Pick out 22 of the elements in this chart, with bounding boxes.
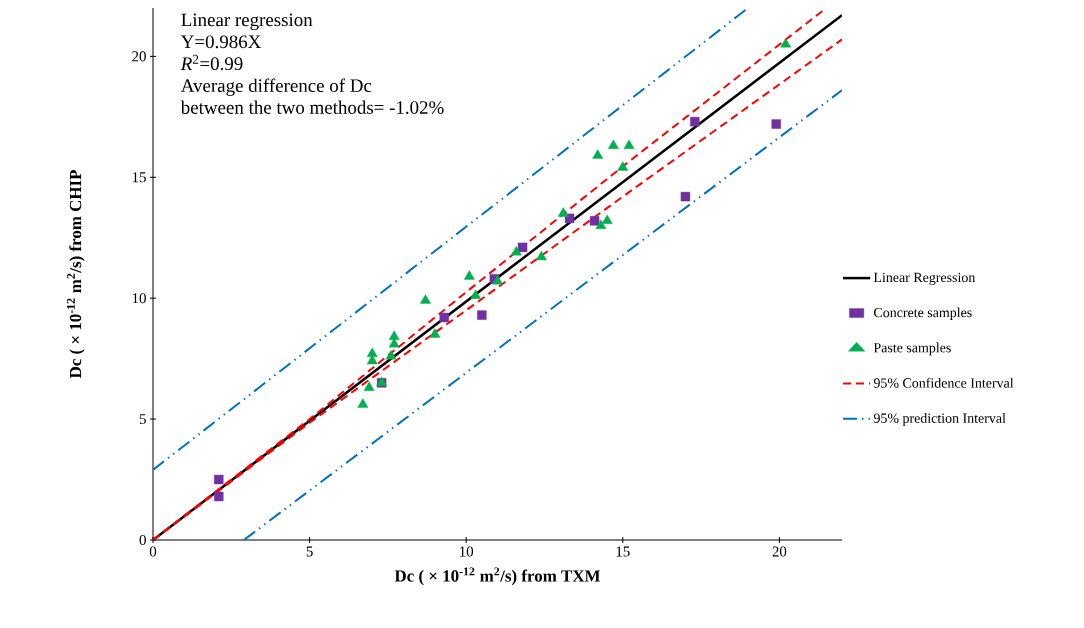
y-tick-label: 15	[132, 172, 146, 183]
annotation: R$^{2}$=0.99	[180, 54, 243, 71]
y-tick-label: 20	[132, 51, 146, 62]
x-tick-label: 15	[616, 546, 630, 557]
legend-label: Linear Regression	[873, 272, 976, 285]
legend-label: 95% Confidence Interval	[873, 377, 1014, 388]
annotation: Y=0.986X	[180, 35, 262, 49]
x-tick-label: 0	[149, 546, 157, 557]
x-tick-label: 5	[306, 546, 313, 557]
annotation: Linear regression	[181, 13, 313, 31]
legend-label: Concrete samples	[874, 307, 972, 321]
x-axis-title: Dc ( × 10$^{-12}$ m$^{2}$/s) from TXM	[394, 567, 601, 586]
legend-label: 95% prediction Interval	[873, 413, 1006, 426]
y-axis-title: Dc ( × 10$^{-12}$ m$^{2}$/s) from CHIP	[66, 170, 85, 379]
y-tick-label: 5	[139, 414, 146, 425]
annotation: Average difference of Dc	[180, 78, 372, 96]
annotation: between the two methods= -1.02%	[180, 100, 444, 114]
x-tick-label: 10	[460, 546, 474, 557]
legend-label: Paste samples	[873, 342, 951, 356]
y-tick-label: 0	[139, 534, 146, 546]
x-tick-label: 20	[772, 546, 787, 557]
y-tick-label: 10	[132, 293, 146, 304]
